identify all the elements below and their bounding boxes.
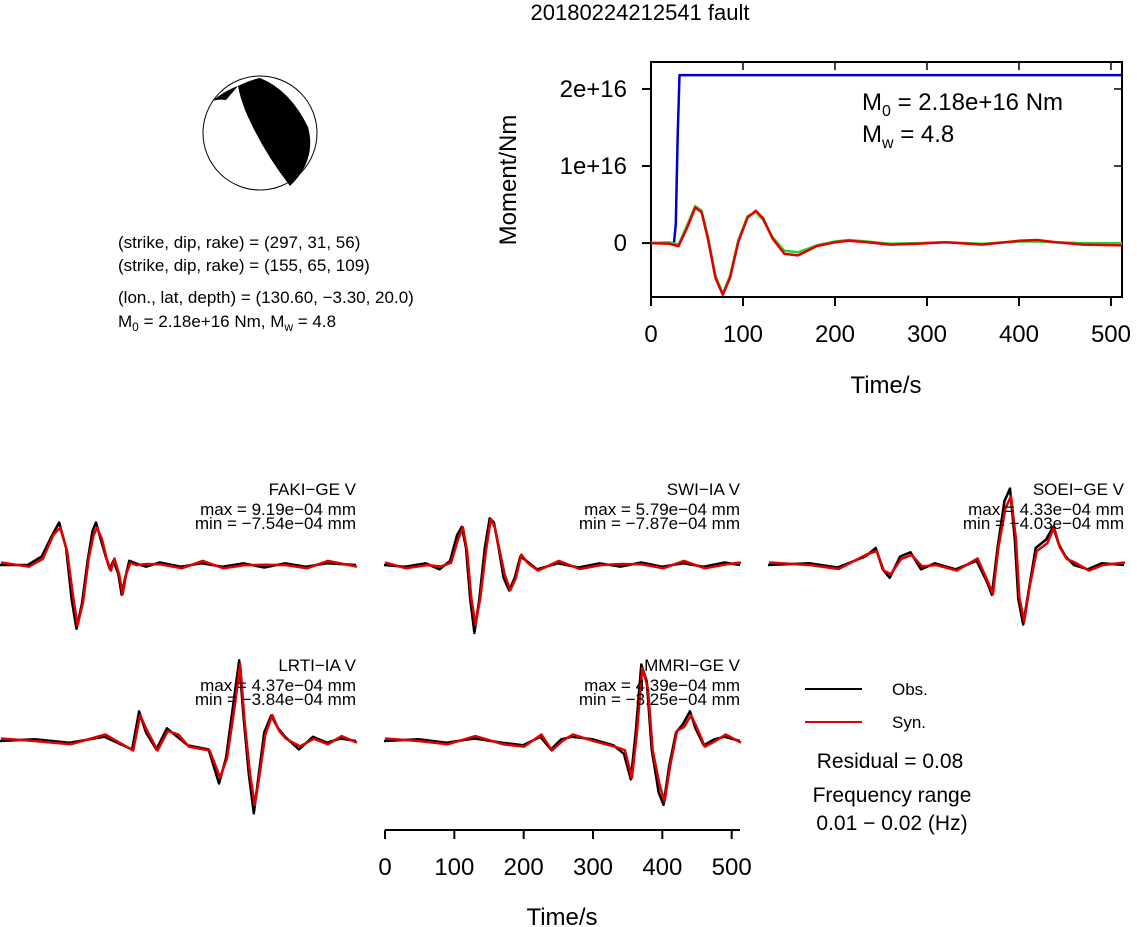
stf-y-axis: 0 1e+16 2e+16 [560,76,1122,257]
waveform-x-tick-label: 500 [712,854,752,881]
waveform-x-tick-label: 400 [642,854,682,881]
legend-syn-label: Syn. [892,713,926,732]
station-min: min = −7.54e−04 mm [195,514,356,533]
station-max: max = 4.39e−04 mm [584,676,740,695]
frequency-title: Frequency range [813,784,972,807]
frequency-range: 0.01 − 0.02 (Hz) [816,812,967,835]
synthetic-trace [384,666,742,803]
figure-title: 20180224212541 fault [531,0,750,25]
stf-x-label: Time/s [850,372,921,399]
synthetic-trace [0,526,358,627]
station-label: SWI−IA V [667,480,741,499]
nodal-plane-2: (strike, dip, rake) = (155, 65, 109) [118,256,370,275]
legend-obs-label: Obs. [892,680,928,699]
stf-y-tick-label: 1e+16 [560,153,627,180]
station-min: min = −3.25e−04 mm [579,690,740,709]
waveform-x-tick-label: 200 [504,854,544,881]
legend: Obs. Syn. Residual = 0.08 Frequency rang… [805,680,971,835]
station-label: LRTI−IA V [278,656,356,675]
waveform-x-axis: Time/s 0 100 200 300 400 500 [378,829,752,927]
station-label: MMRI−GE V [644,656,741,675]
stf-mw-annotation: Mw = 4.8 [862,121,954,152]
stf-m0-annotation: M0 = 2.18e+16 Nm [862,89,1063,120]
synthetic-trace [384,518,742,627]
station-min: min = −4.03e−04 mm [963,514,1124,533]
waveform-x-tick-label: 100 [434,854,474,881]
beachball [202,75,318,191]
synthetic-trace [768,495,1126,623]
mechanism-info: (strike, dip, rake) = (297, 31, 56) (str… [118,233,414,334]
stf-y-tick-label: 2e+16 [560,76,627,103]
stf-x-tick-label: 500 [1091,321,1131,348]
stf-y-label: Moment/Nm [495,115,522,246]
station-min: min = −7.87e−04 mm [579,514,740,533]
stf-series-line-1 [650,204,1122,296]
station-min: min = −3.84e−04 mm [195,690,356,709]
stf-x-tick-label: 100 [723,321,763,348]
stf-y-tick-label: 0 [614,230,627,257]
station-max: max = 5.79e−04 mm [584,500,740,519]
waveform-x-label: Time/s [526,904,597,927]
synthetic-trace [0,662,358,807]
residual-text: Residual = 0.08 [817,750,964,773]
stf-series [650,73,1123,296]
station-max: max = 4.37e−04 mm [200,676,356,695]
station-label: SOEI−GE V [1033,480,1125,499]
stf-frame [650,61,1123,298]
moment-summary: M0 = 2.18e+16 Nm, Mw = 4.8 [118,312,336,334]
station-label: FAKI−GE V [269,480,357,499]
stf-x-tick-label: 0 [644,321,657,348]
station-max: max = 9.19e−04 mm [200,500,356,519]
stf-x-tick-label: 300 [907,321,947,348]
moment-function-plot: 0 100 200 300 400 500 0 1e+16 2e+16 Time/s Mome… [495,61,1131,399]
observed-trace [0,521,357,631]
waveform-x-tick-label: 0 [378,854,391,881]
stf-x-tick-label: 400 [999,321,1039,348]
stf-series-line-2 [650,206,1123,296]
nodal-plane-1: (strike, dip, rake) = (297, 31, 56) [118,233,360,252]
stf-x-tick-label: 200 [815,321,855,348]
stf-x-axis: 0 100 200 300 400 500 [644,62,1131,348]
waveform-x-tick-label: 300 [573,854,613,881]
observed-trace [383,517,741,635]
location-text: (lon., lat, depth) = (130.60, −3.30, 20.… [118,288,414,307]
station-max: max = 4.33e−04 mm [968,500,1124,519]
